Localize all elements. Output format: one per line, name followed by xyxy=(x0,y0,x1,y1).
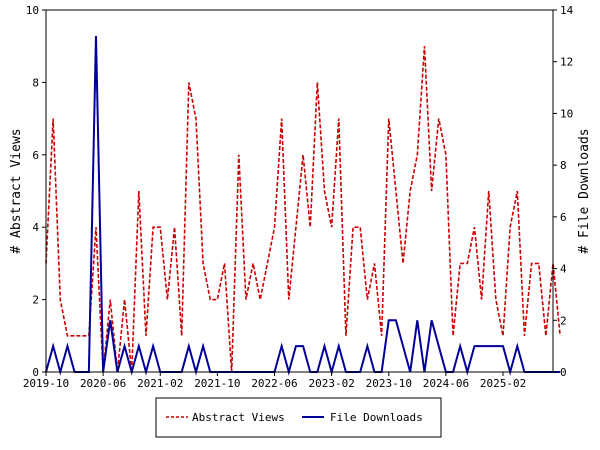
plot-frame xyxy=(45,9,554,373)
x-tick-label: 2023-10 xyxy=(366,377,412,390)
y-right-tick-label: 14 xyxy=(560,4,574,17)
x-tick-label: 2023-02 xyxy=(308,377,354,390)
y-left-tick-label: 10 xyxy=(26,4,39,17)
y-right-tick-label: 10 xyxy=(560,107,573,120)
x-tick-label: 2020-06 xyxy=(80,377,126,390)
y-left-tick-label: 2 xyxy=(32,294,39,307)
y-right-tick-label: 4 xyxy=(560,263,567,276)
y-right-tick-label: 12 xyxy=(560,56,573,69)
x-tick-label: 2024-06 xyxy=(423,377,469,390)
y-right-tick-label: 8 xyxy=(560,159,567,172)
x-tick-label: 2019-10 xyxy=(23,377,69,390)
y-right-tick-label: 0 xyxy=(560,366,567,379)
legend-label-file-downloads: File Downloads xyxy=(330,411,423,424)
legend-label-abstract-views: Abstract Views xyxy=(192,411,285,424)
x-tick-label: 2021-10 xyxy=(194,377,240,390)
y-left-tick-label: 8 xyxy=(32,76,39,89)
y-right-tick-label: 6 xyxy=(560,211,567,224)
y-right-tick-label: 2 xyxy=(560,314,567,327)
y-left-tick-label: 0 xyxy=(32,366,39,379)
legend-box xyxy=(155,397,442,438)
x-tick-label: 2022-06 xyxy=(251,377,297,390)
x-tick-label: 2025-02 xyxy=(480,377,526,390)
y-left-tick-label: 4 xyxy=(32,221,39,234)
legend: Abstract Views File Downloads xyxy=(155,397,442,438)
x-tick-label: 2021-02 xyxy=(137,377,183,390)
y-axis-left-title: # Abstract Views xyxy=(9,128,24,253)
y-axis-right-title: # File Downloads xyxy=(577,128,592,253)
series-abstract-views xyxy=(45,46,561,373)
y-left-tick-label: 6 xyxy=(32,149,39,162)
